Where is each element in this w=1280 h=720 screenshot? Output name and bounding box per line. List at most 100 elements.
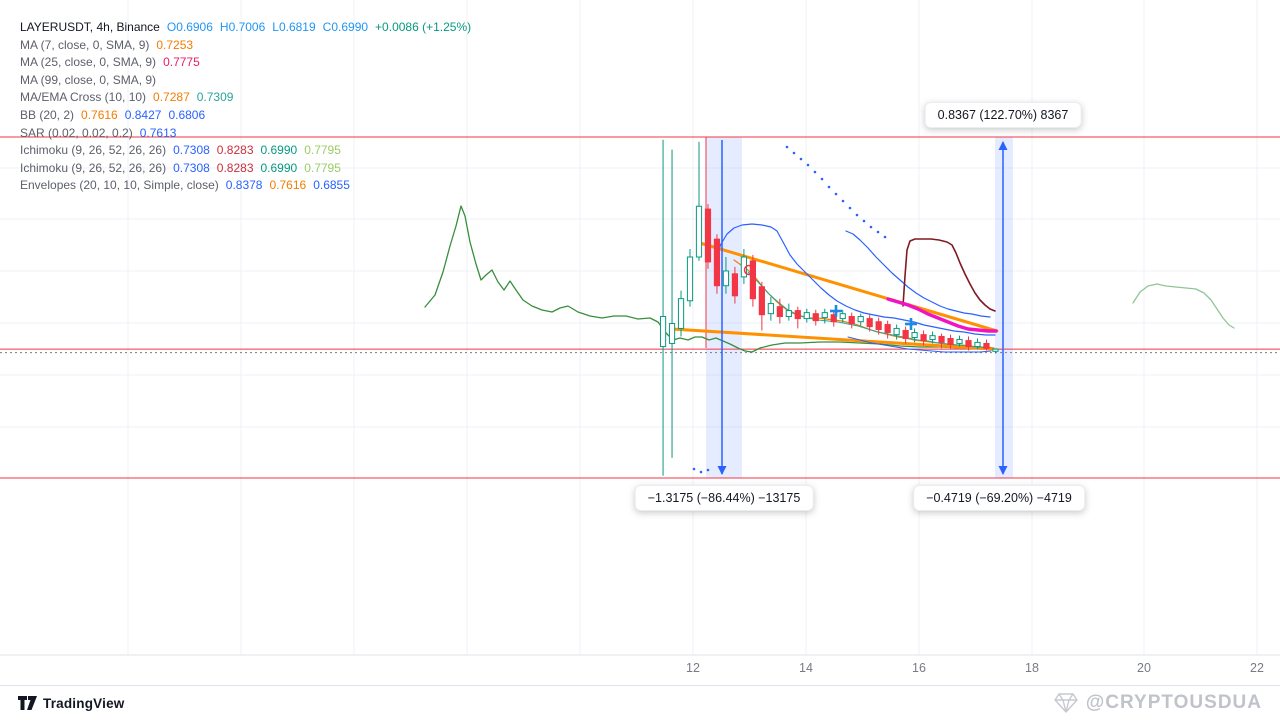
candle-body <box>821 312 828 319</box>
candle-body <box>974 341 981 348</box>
candle-body <box>776 306 783 318</box>
arrowhead-icon <box>998 141 1008 150</box>
candle-body <box>857 316 864 323</box>
overlay-ghost-feed <box>1132 283 1235 329</box>
overlay-ma99 <box>424 205 998 353</box>
candle-body <box>695 205 703 258</box>
legend-row-6[interactable]: SAR (0.02, 0.02, 0.2) 0.7613 <box>20 125 471 143</box>
sar-dot <box>799 157 803 161</box>
legend-text: MA/EMA Cross (10, 10) <box>20 90 147 105</box>
time-axis-label[interactable]: 22 <box>1250 661 1264 675</box>
measurement-label[interactable]: 0.8367 (122.70%) 8367 <box>924 102 1082 128</box>
overlay-trendline-upper <box>698 241 999 333</box>
legend-text: 0.7613 <box>139 125 177 140</box>
candle-body <box>758 286 765 316</box>
sar-dot <box>706 468 710 472</box>
legend-text: 0.6990 <box>260 143 298 158</box>
candle-body <box>947 338 954 345</box>
measurement-label[interactable]: −1.3175 (−86.44%) −13175 <box>634 485 814 511</box>
sar-dot <box>813 170 817 174</box>
candle-body <box>704 208 712 263</box>
legend-text: 0.6990 <box>260 160 298 175</box>
sar-dot <box>855 213 859 217</box>
candle-body <box>713 238 721 287</box>
watermark: @CRYPTOUSDUA <box>1054 692 1262 714</box>
sar-dot <box>862 219 866 223</box>
gem-icon <box>1054 693 1078 713</box>
arrowhead-icon <box>717 466 727 475</box>
legend-text: Ichimoku (9, 26, 52, 26, 26) <box>20 143 167 158</box>
candle-body <box>956 339 963 344</box>
candle-body <box>992 348 999 352</box>
time-axis-label[interactable]: 12 <box>686 661 700 675</box>
candle-body <box>812 313 819 322</box>
candle-body <box>785 310 792 318</box>
candle-body <box>740 256 748 278</box>
sar-dot <box>785 145 789 149</box>
candle-body <box>830 314 837 323</box>
sar-dot <box>841 199 845 203</box>
legend-row-0[interactable]: LAYERUSDT, 4h, Binance O0.6906 H0.7006 L0.6… <box>20 19 471 37</box>
legend-row-3[interactable]: MA (99, close, 0, SMA, 9) <box>20 72 471 90</box>
candle-body <box>866 318 873 328</box>
date-range-highlight[interactable] <box>706 137 742 478</box>
legend-text: LAYERUSDT, 4h, Binance <box>20 20 160 34</box>
legend-row-5[interactable]: BB (20, 2) 0.7616 0.8427 0.6806 <box>20 107 471 125</box>
candle-body <box>929 335 936 341</box>
candle-body <box>731 273 739 297</box>
legend-text: L0.6819 <box>272 20 316 34</box>
tradingview-logo[interactable]: TradingView <box>18 696 124 711</box>
price-chart[interactable]: 12 14 16 18 20 22 <box>0 0 1280 685</box>
legend-row-2[interactable]: MA (25, close, 0, SMA, 9) 0.7775 <box>20 54 471 72</box>
legend-text: Ichimoku (9, 26, 52, 26, 26) <box>20 160 167 175</box>
time-axis-label[interactable]: 20 <box>1137 661 1151 675</box>
measurement-label[interactable]: −0.4719 (−69.20%) −4719 <box>913 485 1085 511</box>
candle-body <box>668 323 676 344</box>
time-axis-label[interactable]: 14 <box>799 661 813 675</box>
candle-body <box>911 332 918 338</box>
legend-text: 0.7775 <box>163 55 200 70</box>
legend-text: +0.0086 (+1.25%) <box>375 20 472 34</box>
legend-text: 0.6806 <box>168 107 206 122</box>
sar-dot <box>699 470 703 474</box>
candle-body <box>902 329 909 340</box>
candle-body <box>794 310 801 320</box>
legend-text: 0.8283 <box>216 143 254 158</box>
legend-text: O0.6906 <box>166 20 213 34</box>
legend-text: 0.7309 <box>196 90 234 105</box>
overlay-ma25 <box>886 297 998 333</box>
candle-body <box>722 270 730 287</box>
chart-canvas[interactable]: 12 14 16 18 20 22 LAYERUSDT, 4h, Binance O0.69… <box>0 0 1280 685</box>
sar-dot <box>820 177 824 181</box>
legend-row-8[interactable]: Ichimoku (9, 26, 52, 26, 26) 0.7308 0.8283… <box>20 160 471 178</box>
candle-body <box>920 334 927 342</box>
sar-dot <box>827 185 831 189</box>
candle-body <box>983 342 990 349</box>
legend-text: Envelopes (20, 10, 10, Simple, close) <box>20 178 219 193</box>
legend-row-1[interactable]: MA (7, close, 0, SMA, 9) 0.7253 <box>20 37 471 55</box>
candle-body <box>893 327 900 336</box>
legend-row-4[interactable]: MA/EMA Cross (10, 10) 0.7287 0.7309 <box>20 89 471 107</box>
overlay-ichimoku-span <box>845 230 991 318</box>
watermark-text: @CRYPTOUSDUA <box>1085 692 1262 713</box>
arrowhead-icon <box>998 466 1008 475</box>
legend-text: 0.8427 <box>124 107 162 122</box>
time-axis-label[interactable]: 18 <box>1025 661 1039 675</box>
legend-text: 0.7795 <box>304 143 341 158</box>
sar-dot <box>792 151 796 155</box>
legend-text: MA (25, close, 0, SMA, 9) <box>20 55 157 70</box>
legend-text: 0.7795 <box>304 160 341 175</box>
legend-row-7[interactable]: Ichimoku (9, 26, 52, 26, 26) 0.7308 0.8283… <box>20 142 471 160</box>
legend-text: MA (7, close, 0, SMA, 9) <box>20 37 150 52</box>
candle-body <box>884 324 891 334</box>
legend-text: 0.7253 <box>156 37 194 52</box>
legend-text: BB (20, 2) <box>20 107 75 122</box>
candle-body <box>767 303 774 315</box>
time-axis-label[interactable]: 16 <box>912 661 926 675</box>
candle-body <box>686 256 694 302</box>
legend-row-9[interactable]: Envelopes (20, 10, 10, Simple, close) 0.8… <box>20 177 471 195</box>
candle-body <box>938 335 945 343</box>
legend-text: 0.7287 <box>153 90 190 105</box>
date-range-highlight[interactable] <box>995 137 1013 478</box>
sar-dot <box>848 206 852 210</box>
